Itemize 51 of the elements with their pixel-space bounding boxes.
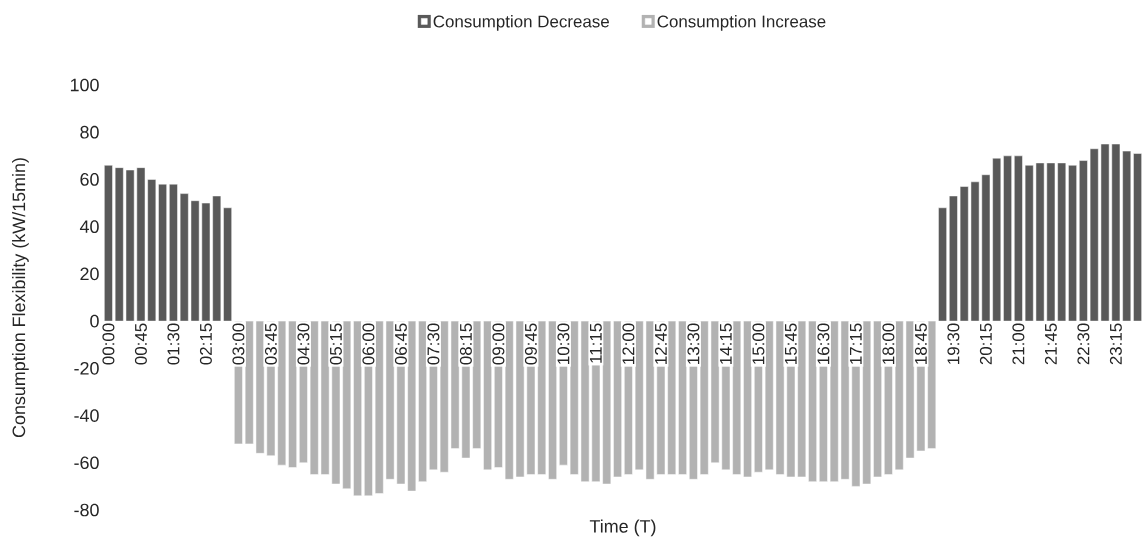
x-tick-label: 18:00 xyxy=(882,323,895,364)
x-tick-label: 21:00 xyxy=(1012,323,1025,365)
x-tick-label: 06:45 xyxy=(394,323,407,365)
x-tick-label: 17:15 xyxy=(849,323,862,364)
x-tick-label: 02:15 xyxy=(199,323,212,365)
x-tick-label: 13:30 xyxy=(687,323,700,364)
y-tick-label: 100 xyxy=(70,78,99,92)
y-tick-label: -20 xyxy=(74,361,99,375)
x-tick-label: 22:30 xyxy=(1077,323,1090,365)
x-tick-label: 09:00 xyxy=(492,323,505,365)
x-tick-label: 18:45 xyxy=(914,323,927,364)
bar xyxy=(938,207,947,322)
x-tick-label: 10:30 xyxy=(557,323,570,364)
x-tick-label: 12:45 xyxy=(654,323,667,364)
legend-label: Consumption Decrease xyxy=(433,15,609,31)
x-tick-label: 03:00 xyxy=(232,323,245,365)
bar xyxy=(1003,155,1012,322)
y-tick-label: 60 xyxy=(80,173,99,186)
bar xyxy=(158,183,167,322)
x-tick-label: 21:45 xyxy=(1044,323,1057,365)
x-tick-label: 23:15 xyxy=(1109,323,1122,365)
x-tick-label: 04:30 xyxy=(297,323,310,365)
x-tick-label: 12:00 xyxy=(622,323,635,364)
x-tick-label: 19:30 xyxy=(947,323,960,364)
legend-label: Consumption Increase xyxy=(657,15,826,31)
x-tick-label: 08:15 xyxy=(459,323,472,365)
x-tick-label: 15:00 xyxy=(752,323,765,364)
x-tick-label: 03:45 xyxy=(264,323,277,365)
x-tick-label: 01:30 xyxy=(167,323,180,365)
y-axis-title: Consumption Flexibility (kW/15min) xyxy=(12,158,29,438)
x-tick-label: 16:30 xyxy=(817,323,830,364)
x-tick-label: 06:00 xyxy=(362,323,375,365)
y-tick-label: -40 xyxy=(74,409,99,422)
x-tick-label: 20:15 xyxy=(979,323,992,365)
x-tick-label: 05:15 xyxy=(329,323,342,365)
y-tick-label: 20 xyxy=(80,267,99,281)
y-tick-label: -80 xyxy=(74,503,99,517)
x-tick-label: 09:45 xyxy=(524,323,537,365)
bar xyxy=(1068,165,1077,322)
bar xyxy=(1133,153,1142,322)
y-tick-label: -60 xyxy=(74,456,99,470)
x-tick-label: 11:15 xyxy=(589,323,602,363)
x-tick-label: 00:00 xyxy=(102,323,115,365)
x-tick-label: 00:45 xyxy=(134,323,147,365)
x-tick-label: 14:15 xyxy=(719,323,732,364)
x-tick-label: 07:30 xyxy=(427,323,440,365)
y-tick-label: 80 xyxy=(80,125,99,139)
x-tick-label: 15:45 xyxy=(784,323,797,364)
y-tick-label: 40 xyxy=(79,220,99,234)
x-axis-title: Time (T) xyxy=(589,519,656,537)
y-tick-label: 0 xyxy=(90,314,99,328)
